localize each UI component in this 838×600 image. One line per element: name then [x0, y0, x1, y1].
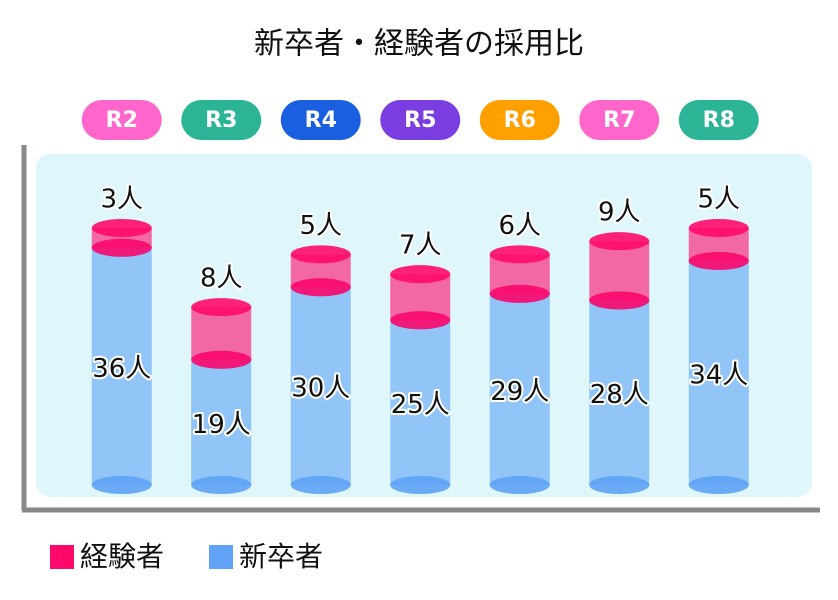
cylinder-base — [290, 476, 351, 494]
legend-label: 新卒者 — [239, 540, 323, 573]
cylinder-top — [290, 245, 351, 264]
x-tick-label: R5 — [404, 108, 436, 133]
cylinder-top — [489, 245, 550, 264]
value-label: 5人 — [697, 185, 740, 215]
bar-segment — [91, 247, 152, 485]
category-pill — [81, 100, 162, 140]
value-label: 3人 — [100, 185, 143, 215]
cylinder-base — [191, 476, 252, 494]
value-label: 5人 — [299, 211, 342, 241]
x-tick-label: R7 — [603, 108, 635, 133]
category-pill — [280, 100, 361, 140]
bar-segment — [589, 300, 650, 485]
value-label: 8人 — [200, 264, 243, 294]
category-pill — [678, 100, 759, 140]
cylinder-base — [688, 251, 749, 270]
cylinder-top — [91, 219, 152, 237]
cylinder-base — [589, 476, 650, 494]
cylinder-base — [589, 291, 650, 310]
x-tick-label: R8 — [703, 108, 735, 133]
cylinder-base — [489, 476, 550, 494]
legend-label: 経験者 — [80, 540, 164, 573]
legend-swatch — [209, 545, 234, 569]
x-tick-label: R4 — [305, 108, 337, 133]
category-pill — [181, 100, 262, 140]
bar-segment — [290, 287, 351, 485]
value-label: 28人 — [590, 380, 649, 410]
cylinder-base — [688, 476, 749, 494]
cylinder-base — [91, 476, 152, 494]
legend-swatch — [50, 545, 74, 569]
cylinder-top — [589, 232, 650, 251]
value-label: 19人 — [192, 410, 251, 440]
cylinder-top — [191, 298, 252, 317]
bar-segment — [390, 320, 451, 485]
cylinder-base — [390, 476, 451, 494]
value-label: 29人 — [490, 377, 549, 407]
x-tick-label: R3 — [205, 108, 237, 133]
category-pill — [579, 100, 660, 140]
value-label: 34人 — [689, 360, 748, 390]
bar-segment — [589, 241, 650, 301]
cylinder-base — [489, 284, 550, 303]
cylinder-base — [290, 278, 351, 297]
bar-segment — [191, 359, 252, 485]
category-pill — [479, 100, 560, 140]
value-label: 36人 — [92, 354, 151, 384]
cylinder-base — [191, 350, 252, 369]
chart-title: 新卒者・経験者の採用比 — [254, 27, 584, 62]
cylinder-base — [91, 238, 152, 257]
cylinder-base — [390, 311, 451, 330]
bar-segment — [688, 260, 749, 485]
x-tick-label: R6 — [504, 108, 536, 133]
category-pill — [380, 100, 461, 140]
value-label: 25人 — [391, 390, 450, 420]
value-label: 6人 — [498, 211, 541, 241]
x-tick-label: R2 — [106, 108, 138, 133]
value-label: 7人 — [399, 231, 442, 261]
bar-segment — [489, 293, 550, 485]
value-label: 9人 — [598, 198, 641, 228]
cylinder-top — [688, 219, 749, 237]
cylinder-top — [390, 265, 451, 284]
value-label: 30人 — [291, 374, 350, 404]
